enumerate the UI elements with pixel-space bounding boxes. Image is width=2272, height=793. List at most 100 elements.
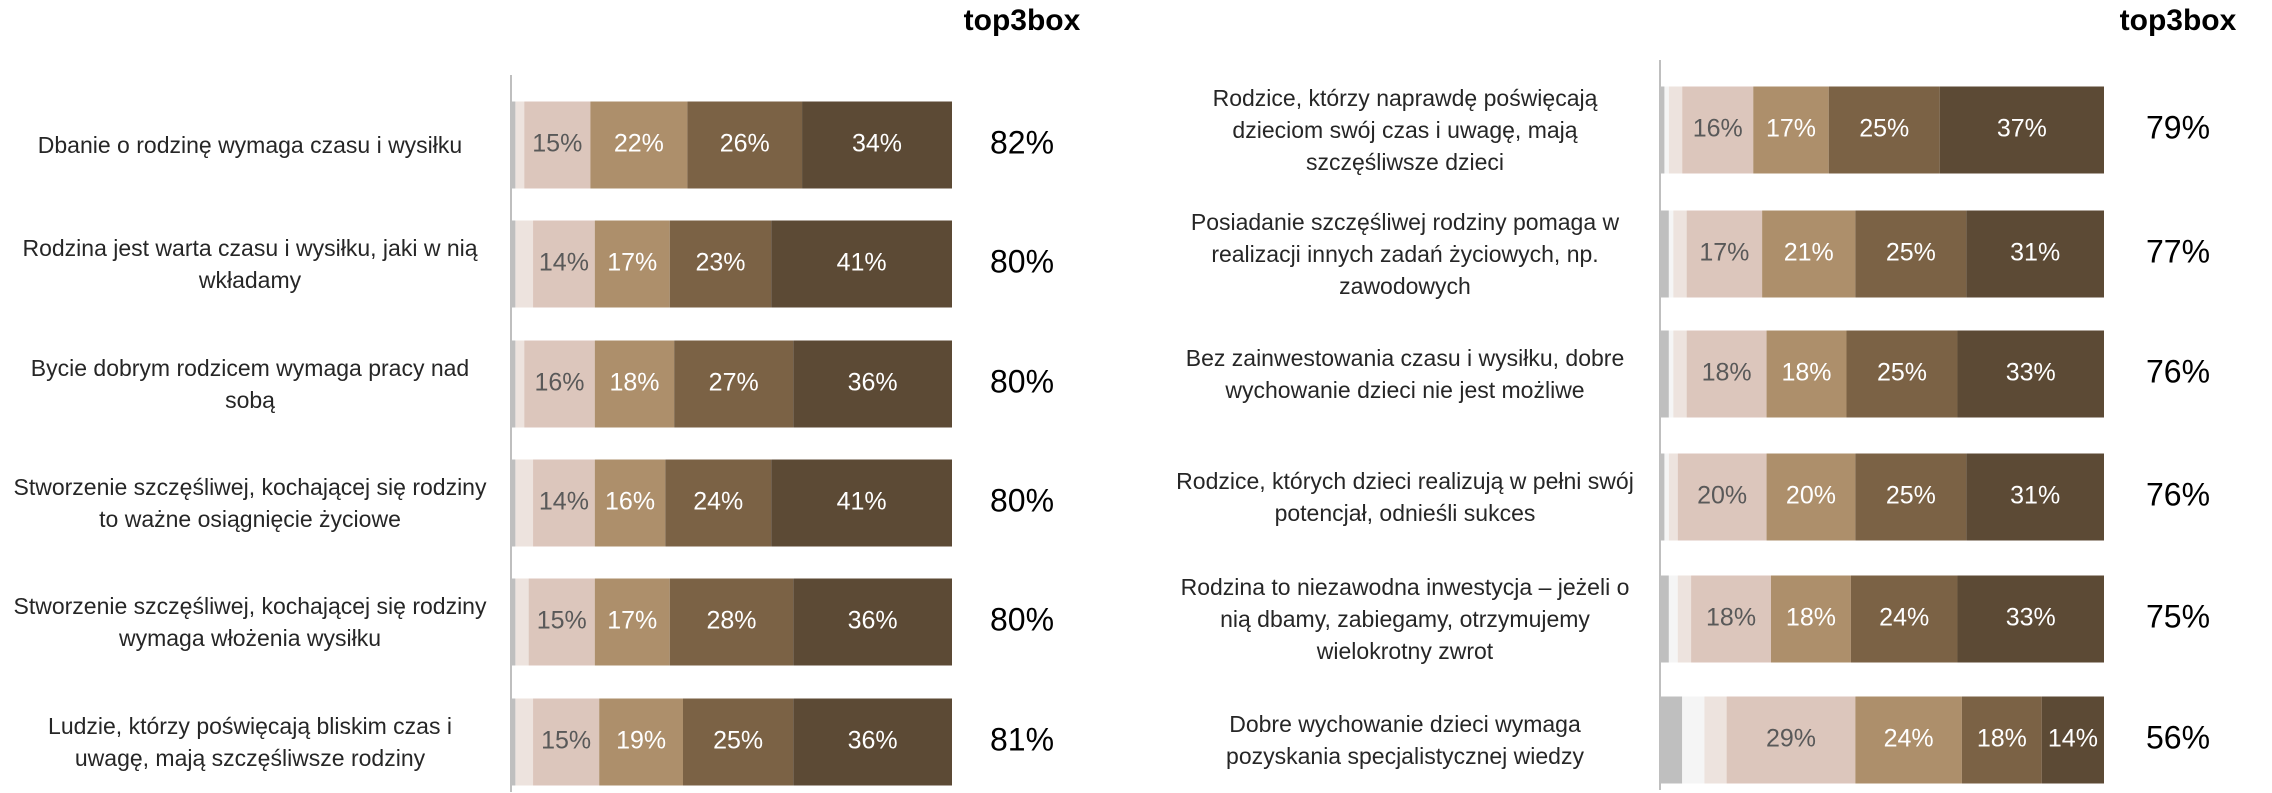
bar-segment (594, 459, 666, 547)
bar-segment (669, 220, 772, 308)
bar-segment (1660, 575, 1669, 663)
bar-segment (511, 340, 516, 428)
bar-segment (1677, 453, 1767, 541)
bar-segment (528, 578, 595, 666)
column-header: top3box (964, 4, 1081, 37)
bar-segment (682, 698, 794, 786)
category-label: Rodzina jest warta czasu i wysiłku, jaki… (22, 234, 478, 293)
bar-segment (594, 578, 670, 666)
data-label: 25% (713, 727, 763, 755)
data-label: 27% (709, 369, 759, 397)
data-label: 18% (1702, 359, 1752, 387)
bar-segment (1771, 575, 1851, 663)
bar-segment (511, 220, 516, 308)
top3box-value: 82% (990, 124, 1054, 160)
data-label: 17% (1766, 115, 1816, 143)
bar-segment (802, 101, 952, 189)
data-label: 19% (616, 727, 666, 755)
bar-segment (1726, 696, 1856, 784)
bar-segment (1957, 575, 2104, 663)
bar-segment (1966, 210, 2104, 298)
data-label: 25% (1877, 359, 1927, 387)
data-label: 17% (1699, 239, 1749, 267)
bar-segment (533, 220, 595, 308)
bar-segment (1762, 210, 1856, 298)
data-label: 24% (1879, 604, 1929, 632)
bar-segment (1966, 453, 2104, 541)
data-label: 25% (1886, 239, 1936, 267)
data-label: 18% (1786, 604, 1836, 632)
top3box-value: 80% (990, 243, 1054, 279)
data-label: 31% (2010, 239, 2060, 267)
bar-segment (1668, 330, 1674, 418)
data-label: 14% (539, 249, 589, 277)
category-label: Dbanie o rodzinę wymaga czasu i wysiłku (37, 131, 463, 158)
category-label: Posiadanie szczęśliwej rodziny pomaga w … (1190, 208, 1620, 300)
bar-segment (1753, 86, 1829, 174)
bar-segment (524, 101, 591, 189)
bar-segment (1828, 86, 1940, 174)
bar-segment (1668, 210, 1674, 298)
bar-segment (599, 698, 683, 786)
bar-segment (1939, 86, 2104, 174)
data-label: 25% (1859, 115, 1909, 143)
bar-segment (1691, 575, 1771, 663)
bar-segment (511, 101, 516, 189)
bar-segment (793, 698, 952, 786)
bar-segment (1686, 210, 1763, 298)
data-label: 18% (1706, 604, 1756, 632)
bar-segment (1660, 86, 1665, 174)
bar-segment (1668, 453, 1678, 541)
bar-segment (1855, 453, 1967, 541)
data-label: 36% (848, 369, 898, 397)
bar-segment (1664, 86, 1669, 174)
bar-segment (1850, 575, 1958, 663)
bar-segment (524, 340, 595, 428)
data-label: 22% (614, 130, 664, 158)
data-label: 26% (720, 130, 770, 158)
bar-segment (1855, 210, 1967, 298)
data-label: 17% (607, 249, 657, 277)
bar-segment (665, 459, 772, 547)
bar-segment (2041, 696, 2104, 784)
category-label: Dobre wychowanie dzieci wymaga pozyskani… (1226, 710, 1584, 769)
category-label: Stworzenie szczęśliwej, kochającej się r… (13, 473, 487, 532)
bar-segment (1668, 86, 1683, 174)
bar-segment (1682, 86, 1754, 174)
data-label: 33% (2006, 604, 2056, 632)
bar-segment (1846, 330, 1958, 418)
bar-segment (1660, 696, 1683, 784)
bar-segment (1677, 575, 1692, 663)
bar-segment (511, 578, 516, 666)
data-label: 33% (2006, 359, 2056, 387)
bar-segment (533, 698, 600, 786)
bar-segment (793, 340, 952, 428)
data-label: 34% (852, 130, 902, 158)
bar-segment (1961, 696, 2042, 784)
data-label: 16% (605, 488, 655, 516)
bar-segment (1664, 453, 1669, 541)
data-label: 24% (1884, 725, 1934, 753)
data-label: 28% (706, 607, 756, 635)
top3box-value: 80% (990, 601, 1054, 637)
bar-segment (511, 459, 516, 547)
bar-segment (515, 578, 529, 666)
data-label: 25% (1886, 482, 1936, 510)
bar-segment (1766, 330, 1847, 418)
bar-segment (533, 459, 595, 547)
top3box-value: 80% (990, 482, 1054, 518)
top3box-value: 76% (2146, 476, 2210, 512)
bar-segment (1855, 696, 1962, 784)
data-label: 37% (1997, 115, 2047, 143)
category-label: Ludzie, którzy poświęcają bliskim czas i… (48, 712, 452, 771)
category-label: Rodzice, których dzieci realizują w pełn… (1176, 467, 1634, 526)
bar-segment (674, 340, 794, 428)
top3box-value: 81% (990, 721, 1054, 757)
bar-segment (515, 459, 534, 547)
data-label: 17% (607, 607, 657, 635)
data-label: 31% (2010, 482, 2060, 510)
data-label: 18% (609, 369, 659, 397)
category-label: Rodzina to niezawodna inwestycja – jeżel… (1180, 573, 1630, 665)
bar-segment (687, 101, 803, 189)
